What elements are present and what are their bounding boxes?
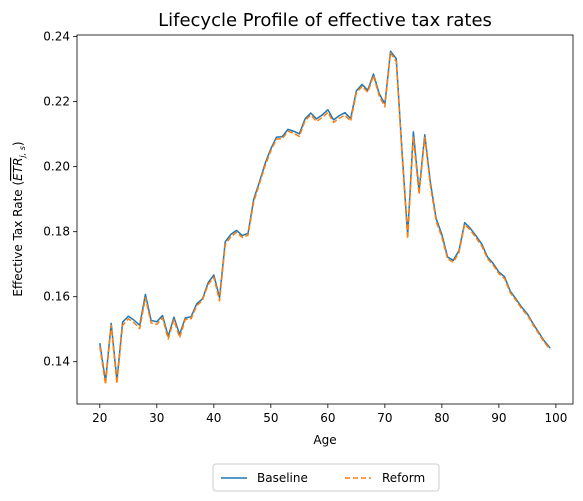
legend: Baseline Reform [213, 464, 439, 491]
legend-baseline-label: Baseline [257, 471, 308, 485]
series-line-reform [100, 53, 550, 385]
plot-frame [77, 35, 573, 404]
y-axis-label-subscript: j, s [18, 146, 27, 158]
y-tick-label: 0.20 [43, 160, 70, 174]
y-axis: 0.14 0.16 0.18 0.20 0.22 0.24 [43, 30, 77, 369]
x-tick-label: 40 [206, 411, 221, 425]
x-tick-label: 20 [92, 411, 107, 425]
x-tick-label: 60 [320, 411, 335, 425]
y-axis-label: Effective Tax Rate (ETRj, s) [11, 141, 27, 296]
y-axis-label-math: ETR [11, 158, 25, 181]
y-tick-label: 0.22 [43, 95, 70, 109]
x-tick-label: 50 [263, 411, 278, 425]
x-tick-label: 90 [491, 411, 506, 425]
y-tick-label: 0.16 [43, 290, 70, 304]
x-axis-label: Age [313, 433, 336, 447]
x-tick-label: 30 [149, 411, 164, 425]
x-axis: 20 30 40 50 60 70 80 90 100 [92, 404, 567, 425]
series-line-baseline [100, 51, 550, 381]
x-tick-label: 80 [434, 411, 449, 425]
chart-title: Lifecycle Profile of effective tax rates [158, 10, 492, 31]
y-tick-label: 0.14 [43, 355, 70, 369]
series-layer [100, 51, 550, 384]
svg-text:Effective Tax Rate (ETRj, s): Effective Tax Rate (ETRj, s) [11, 141, 27, 296]
legend-reform-label: Reform [382, 471, 425, 485]
x-tick-label: 100 [544, 411, 567, 425]
y-axis-label-text: Effective Tax Rate ( [11, 181, 25, 297]
y-tick-label: 0.24 [43, 30, 70, 44]
x-tick-label: 70 [377, 411, 392, 425]
y-tick-label: 0.18 [43, 225, 70, 239]
y-axis-label-close: ) [11, 141, 25, 146]
